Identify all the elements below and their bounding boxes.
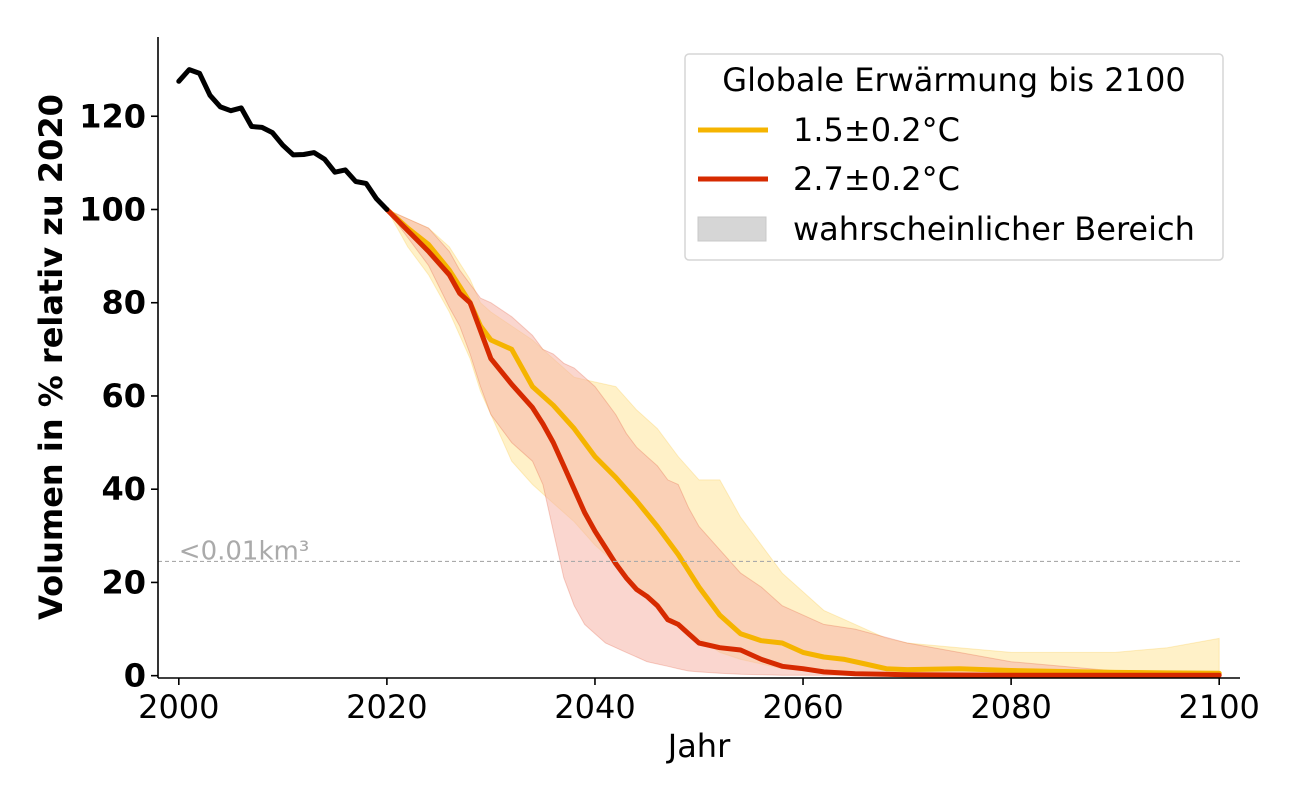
legend-label-range: wahrscheinlicher Bereich [793,210,1195,248]
legend-label-series-2: 2.7±0.2°C [793,160,960,198]
x-axis-label: Jahr [666,727,731,765]
reference-line-label: <0.01km³ [179,536,309,566]
axes [157,37,1240,679]
x-tick-label: 2020 [346,688,427,726]
series-line-1 [384,207,1222,676]
y-tick-label: 100 [79,190,146,228]
y-tick-label: 20 [101,563,146,601]
series-lines [176,67,1222,678]
y-tick-label: 80 [101,284,146,322]
legend-box [684,53,1224,261]
legend-label-series-1: 1.5±0.2°C [793,111,960,149]
y-axis-label: Volumen in % relativ zu 2020 [32,94,70,620]
y-tick-label: 60 [101,377,146,415]
x-tick-label: 2100 [1178,688,1259,726]
x-tick-label: 2060 [762,688,843,726]
x-tick-label: 2040 [554,688,635,726]
legend-swatch-range [697,216,767,242]
x-tick-label: 2080 [970,688,1051,726]
legend-title: Globale Erwärmung bis 2100 [722,61,1185,99]
reference-line-group: <0.01km³ [158,536,1240,566]
y-tick-label: 40 [101,470,146,508]
legend: Globale Erwärmung bis 2100 1.5±0.2°C 2.7… [684,53,1224,261]
uncertainty-bands [385,208,1220,676]
historical-line [176,67,390,212]
y-tick-label: 0 [124,657,146,695]
x-tick-label: 2000 [138,688,219,726]
series-line-2 [384,207,1222,678]
y-tick-label: 120 [79,97,146,135]
